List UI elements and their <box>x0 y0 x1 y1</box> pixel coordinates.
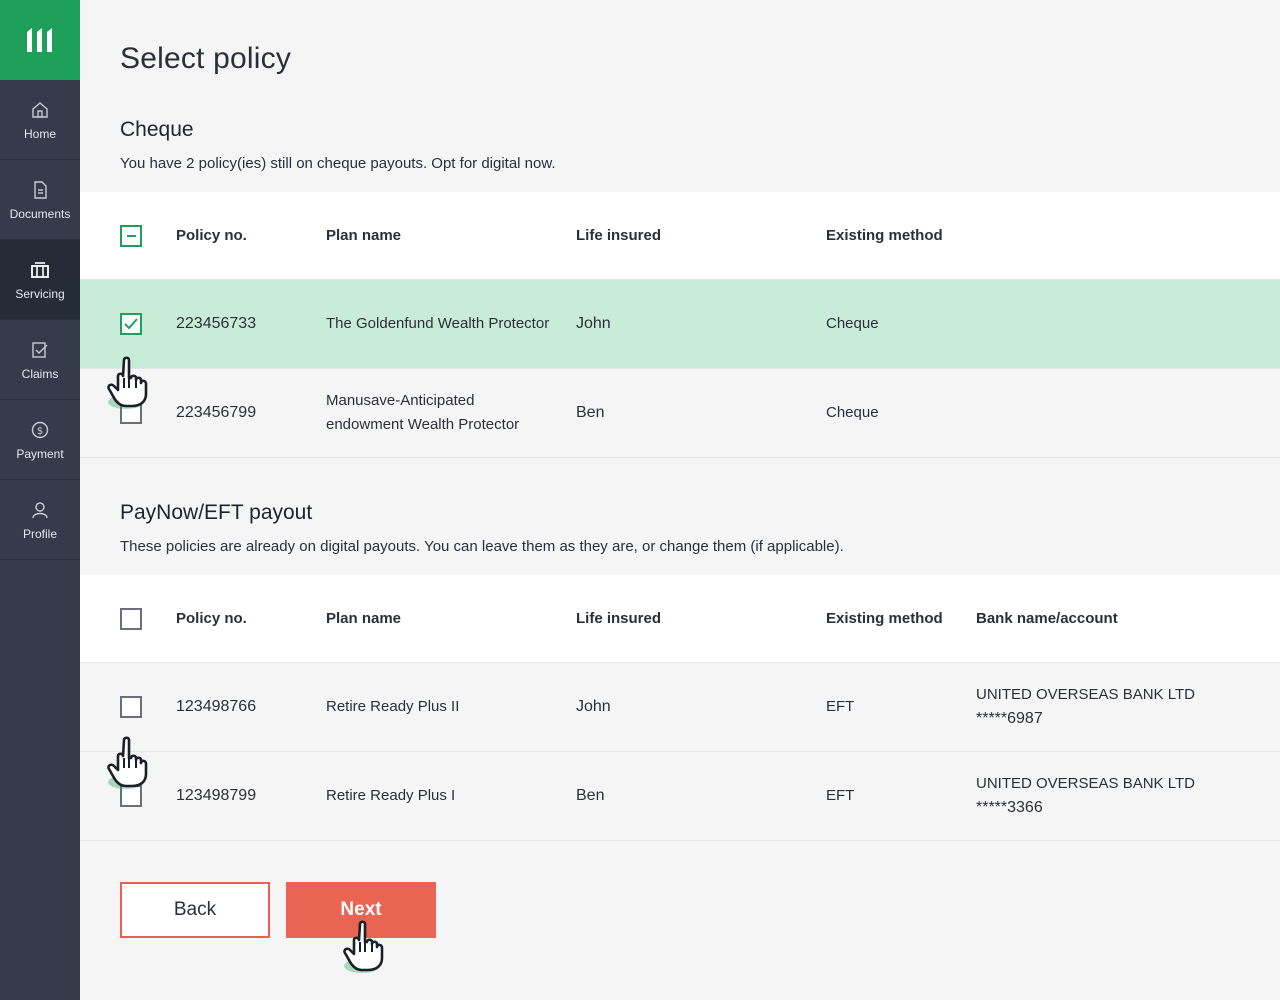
document-icon <box>29 179 51 201</box>
existing-method: EFT <box>826 787 855 804</box>
row-checkbox[interactable] <box>120 785 142 807</box>
policy-number: 123498799 <box>176 787 257 804</box>
sidebar-item-claims[interactable]: Claims <box>0 320 80 400</box>
cheque-section-title: Cheque <box>120 118 194 141</box>
column-header-method: Existing method <box>826 226 943 244</box>
table-header-row: Policy no. Plan name Life insured Existi… <box>80 192 1280 280</box>
table-row[interactable]: 123498766 Retire Ready Plus II John EFT … <box>80 663 1280 752</box>
existing-method: Cheque <box>826 315 879 332</box>
table-row[interactable]: 223456799 Manusave-Anticipated endowment… <box>80 369 1280 458</box>
select-all-cheque-checkbox[interactable] <box>120 224 142 247</box>
next-button[interactable]: Next <box>286 882 436 938</box>
paynow-section-description: These policies are already on digital pa… <box>120 538 844 555</box>
home-icon <box>29 99 51 121</box>
life-insured: Ben <box>576 787 605 804</box>
plan-name: Retire Ready Plus I <box>326 787 456 804</box>
plan-name: Retire Ready Plus II <box>326 698 460 715</box>
sidebar-item-documents[interactable]: Documents <box>0 160 80 240</box>
page-title: Select policy <box>120 42 292 75</box>
claims-icon <box>29 339 51 361</box>
life-insured: Ben <box>576 404 605 421</box>
bank-info: UNITED OVERSEAS BANK LTD *****3366 <box>976 752 1236 840</box>
existing-method: Cheque <box>826 404 879 421</box>
sidebar-item-home[interactable]: Home <box>0 80 80 160</box>
cheque-table: Policy no. Plan name Life insured Existi… <box>80 192 1280 458</box>
brand-logo[interactable] <box>0 0 80 80</box>
column-header-method: Existing method <box>826 609 943 627</box>
checkmark-icon <box>124 318 138 330</box>
table-row[interactable]: 123498799 Retire Ready Plus I Ben EFT UN… <box>80 752 1280 841</box>
policy-number: 123498766 <box>176 698 257 715</box>
table-header-row: Policy no. Plan name Life insured Existi… <box>80 575 1280 663</box>
policy-number: 223456733 <box>176 315 257 332</box>
sidebar-item-label: Payment <box>16 446 64 461</box>
existing-method: EFT <box>826 698 855 715</box>
profile-icon <box>29 499 51 521</box>
sidebar-item-label: Servicing <box>15 286 65 301</box>
svg-text:$: $ <box>37 426 43 437</box>
bank-info: UNITED OVERSEAS BANK LTD *****6987 <box>976 663 1236 751</box>
logo-icon <box>27 28 52 52</box>
select-all-paynow-checkbox[interactable] <box>120 607 142 630</box>
sidebar: Home Documents Servicing Claims $ Paymen… <box>0 0 80 1000</box>
life-insured: John <box>576 315 611 332</box>
payment-icon: $ <box>29 419 51 441</box>
column-header-policy: Policy no. <box>176 609 247 627</box>
row-checkbox[interactable] <box>120 696 142 718</box>
sidebar-item-label: Profile <box>22 526 57 541</box>
column-header-policy: Policy no. <box>176 226 247 244</box>
plan-name: The Goldenfund Wealth Protector <box>326 315 550 332</box>
bank-account: *****3366 <box>976 799 1043 816</box>
sidebar-item-label: Documents <box>9 206 71 221</box>
sidebar-item-label: Claims <box>21 366 59 381</box>
back-button[interactable]: Back <box>120 882 270 938</box>
column-header-life-insured: Life insured <box>576 226 662 244</box>
row-checkbox[interactable] <box>120 402 142 424</box>
sidebar-item-profile[interactable]: Profile <box>0 480 80 560</box>
column-header-plan: Plan name <box>326 226 402 244</box>
paynow-section-title: PayNow/EFT payout <box>120 501 313 524</box>
bank-name: UNITED OVERSEAS BANK LTD <box>976 775 1195 792</box>
column-header-life-insured: Life insured <box>576 609 662 627</box>
bank-account: *****6987 <box>976 710 1043 727</box>
servicing-icon <box>29 259 51 281</box>
life-insured: John <box>576 698 611 715</box>
sidebar-item-label: Home <box>23 126 56 141</box>
policy-number: 223456799 <box>176 404 257 421</box>
bank-name: UNITED OVERSEAS BANK LTD <box>976 686 1195 703</box>
column-header-bank: Bank name/account <box>976 609 1118 627</box>
column-header-plan: Plan name <box>326 609 402 627</box>
main-content: Select policy Cheque You have 2 policy(i… <box>80 0 1280 1000</box>
plan-name: Manusave-Anticipated endowment Wealth Pr… <box>326 392 520 433</box>
row-checkbox[interactable] <box>120 313 142 335</box>
sidebar-item-servicing[interactable]: Servicing <box>0 240 80 320</box>
cheque-section-description: You have 2 policy(ies) still on cheque p… <box>120 155 556 172</box>
table-row[interactable]: 223456733 The Goldenfund Wealth Protecto… <box>80 280 1280 369</box>
paynow-table: Policy no. Plan name Life insured Existi… <box>80 575 1280 841</box>
sidebar-item-payment[interactable]: $ Payment <box>0 400 80 480</box>
